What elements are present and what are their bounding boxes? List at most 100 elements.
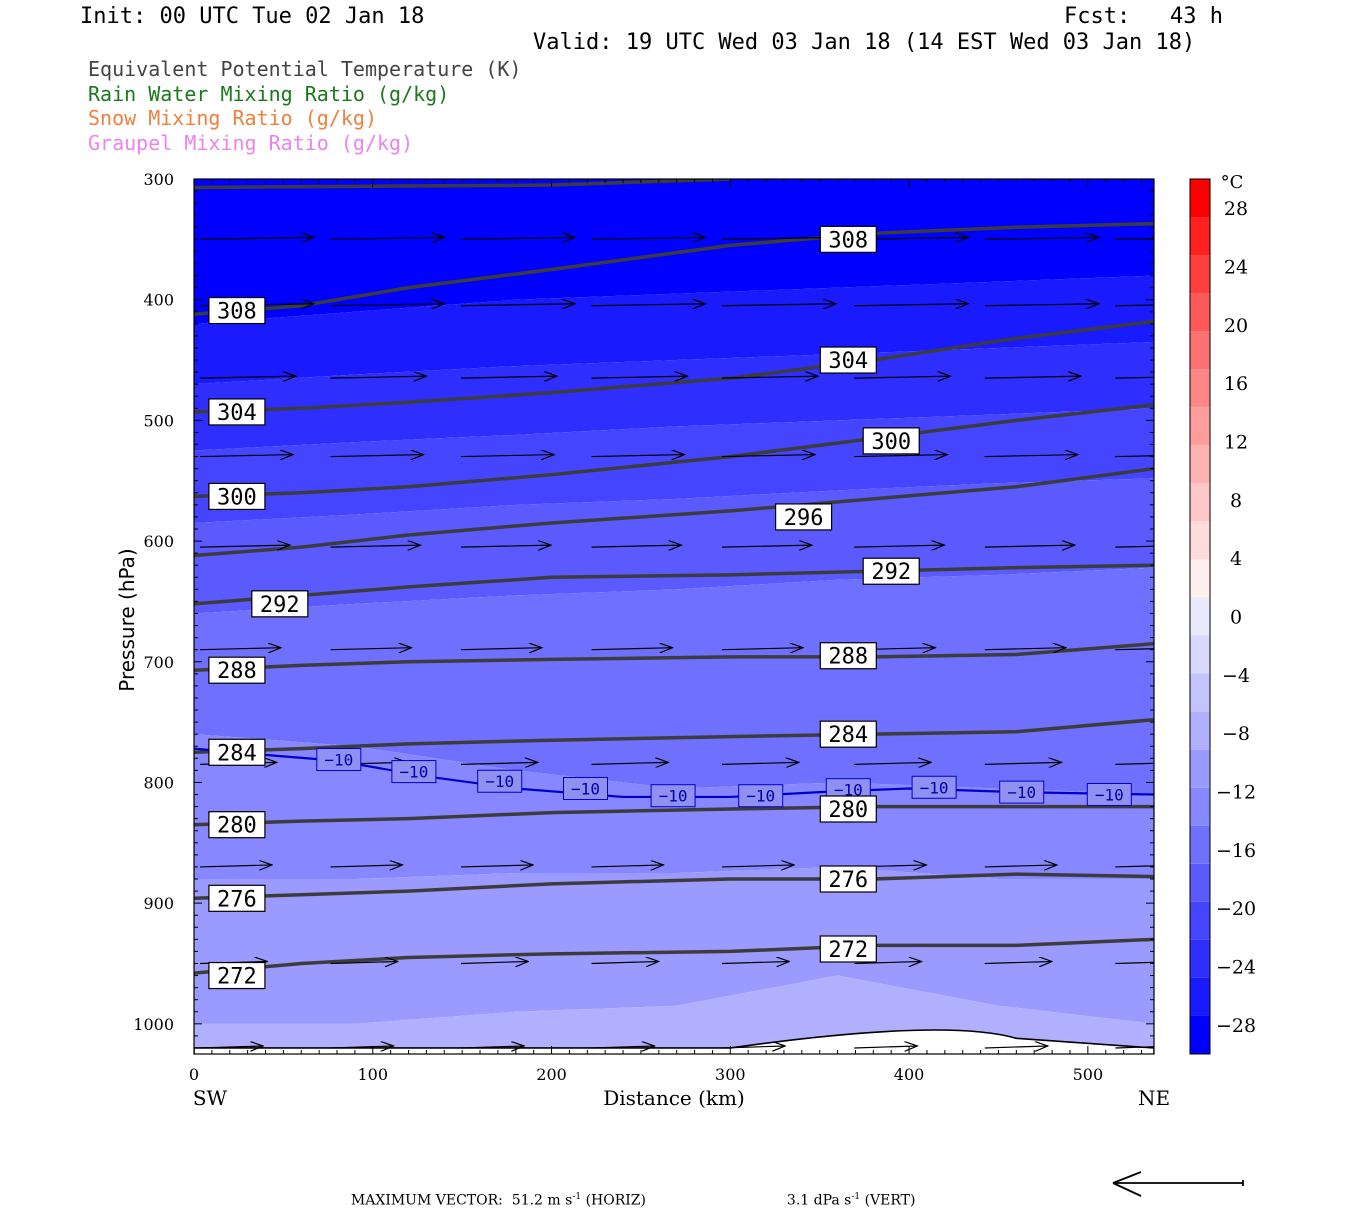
isotherm-label-text: −10 [920, 778, 949, 797]
wind-vector [591, 545, 682, 547]
colorbar-swatch [1190, 787, 1210, 826]
theta-e-label-text: 284 [217, 741, 257, 766]
colorbar-tick-label: 4 [1230, 548, 1242, 570]
wind-vector [984, 1046, 1048, 1048]
isotherm-label-box [563, 776, 609, 800]
theta-e-label-box [251, 590, 309, 618]
theta-e-label-box [208, 738, 266, 766]
isotherm-label: −10 [391, 760, 437, 784]
colorbar-tick-label: 20 [1224, 315, 1248, 337]
colorbar-swatch [1190, 939, 1210, 978]
theta-e-label-text: 280 [828, 798, 868, 823]
plot-frame [193, 178, 1155, 1055]
isotherm-label-text: −10 [659, 787, 688, 806]
theta-e-label-box [208, 656, 266, 684]
theta-e-label-box [862, 427, 920, 455]
isotherm-label-box [316, 748, 362, 772]
wind-vector [984, 865, 1057, 867]
theta-e-label: 308 [819, 225, 877, 253]
y-tick-label: 600 [143, 532, 174, 551]
wind-vector [721, 865, 794, 867]
wind-vector [460, 865, 533, 867]
colorbar-frame [1189, 178, 1211, 1055]
theta-e-contour [194, 563, 1154, 606]
wind-vector [591, 762, 669, 764]
theta-e-contour [194, 804, 1154, 827]
colorbar-tick-label: 0 [1230, 607, 1242, 629]
theta-e-label-box [208, 961, 266, 990]
y-tick-label: 700 [143, 653, 174, 672]
wind-vector [721, 1046, 785, 1048]
wind-vector [984, 237, 1099, 239]
isotherm-label-text: −10 [1095, 786, 1124, 805]
theta-e-label: 308 [208, 296, 266, 325]
wind-vector [722, 237, 836, 239]
wind-vector [984, 455, 1078, 457]
colorbar-tick-label: −24 [1216, 957, 1256, 979]
wind-vector [199, 648, 281, 650]
theta-e-label-text: 272 [217, 965, 257, 990]
x-axis-label: Distance (km) [603, 1086, 745, 1110]
wind-vector [721, 961, 789, 963]
wind-vector [330, 545, 421, 547]
y-tick-label: 500 [143, 411, 174, 430]
wind-vector [330, 376, 427, 378]
wind-vector [460, 237, 575, 239]
wind-vector [1115, 376, 1154, 379]
colorbar-swatch [1190, 597, 1210, 636]
wind-vector [984, 304, 1099, 306]
isotherm-label-box [391, 760, 437, 784]
colorbar-tick-label: −12 [1216, 782, 1256, 804]
max-vector-vert-readout: 3.1 dPa s-1 (VERT) [778, 1176, 916, 1209]
theta-e-label: 280 [819, 795, 877, 823]
theta-e-label-box [208, 296, 266, 325]
y-tick-label: 300 [143, 170, 174, 189]
field-theta-e-label: Equivalent Potential Temperature (K) [88, 57, 522, 81]
theta-e-label-box [208, 811, 266, 839]
theta-e-contour [194, 872, 1154, 901]
isotherm-label-text: −10 [571, 779, 600, 798]
colorbar-swatch [1190, 673, 1210, 712]
wind-vector [591, 237, 706, 239]
isotherm-label-text: −10 [324, 751, 353, 770]
wind-vector [591, 961, 659, 963]
colorbar-tick-label: −4 [1222, 665, 1250, 687]
y-tick-label: 1000 [133, 1015, 174, 1034]
theta-e-label-box [819, 346, 877, 374]
wind-vector [460, 455, 554, 457]
wind-vector [330, 1046, 394, 1048]
max-vector-horiz-unit: (HORIZ) [585, 1192, 646, 1209]
cross-section-chart: −10 −10 −10 −10 −10 −10 −10 −10 −10 −10 272 272 276 2… [115, 170, 1256, 1110]
colorbar-swatch [1190, 825, 1210, 864]
wind-vector [199, 376, 296, 378]
isotherm-label: −10 [738, 784, 784, 808]
theta-e-label: 280 [208, 811, 266, 839]
colorbar-swatch [1190, 863, 1210, 902]
colorbar-tick-label: −8 [1222, 723, 1250, 745]
colorbar-tick-label: 16 [1224, 373, 1248, 395]
theta-e-label-text: 292 [260, 593, 300, 618]
colorbar-tick-label: −20 [1216, 898, 1256, 920]
colorbar-tick-label: 28 [1224, 198, 1248, 220]
field-graupel-label: Graupel Mixing Ratio (g/kg) [88, 131, 414, 155]
wind-vector [591, 1046, 655, 1048]
colorbar-swatch [1190, 635, 1210, 674]
wind-vector [721, 455, 815, 457]
theta-e-label-box [819, 720, 877, 748]
theta-e-label: 292 [251, 590, 309, 618]
isotherm-label-box [911, 775, 957, 799]
wind-vector [721, 762, 799, 764]
wind-vector [199, 865, 272, 867]
wind-vector [854, 455, 947, 457]
theta-e-label: 292 [862, 557, 920, 585]
theta-e-label-text: 308 [828, 228, 868, 253]
wind-vector [330, 455, 424, 457]
colorbar-swatch [1190, 1015, 1210, 1054]
colorbar-swatch [1190, 217, 1210, 256]
wind-vector [1115, 961, 1154, 965]
wind-vector [330, 648, 412, 650]
colorbar-swatch [1190, 559, 1210, 598]
theta-e-label: 304 [208, 398, 266, 426]
wind-vector [984, 961, 1052, 963]
theta-e-label: 272 [208, 961, 266, 990]
